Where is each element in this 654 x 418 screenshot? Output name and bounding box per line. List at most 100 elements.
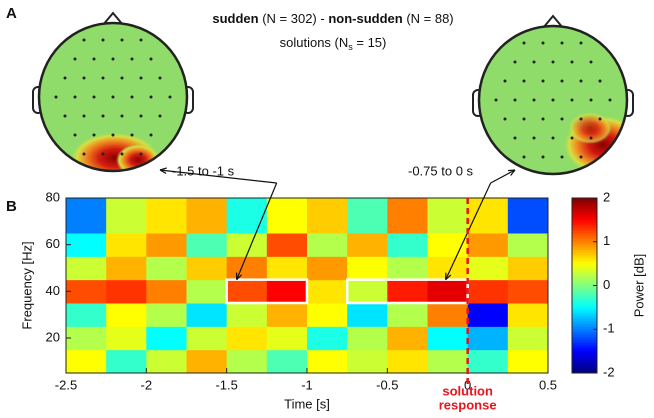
colorbar-step xyxy=(572,310,597,314)
electrode xyxy=(522,41,526,45)
electrode xyxy=(111,57,115,61)
electrode xyxy=(111,95,115,99)
colorbar-step xyxy=(572,351,597,355)
colorbar-step xyxy=(572,318,597,322)
electrode xyxy=(598,79,602,83)
heatmap-cell xyxy=(427,326,469,351)
colorbar-step xyxy=(572,323,597,328)
electrode xyxy=(149,133,153,137)
electrode xyxy=(111,133,115,137)
electrode xyxy=(120,76,124,80)
colorbar-step xyxy=(572,299,597,303)
heatmap-cell xyxy=(66,303,107,327)
arrow-head xyxy=(159,167,167,174)
x-tick-label: 0.5 xyxy=(539,377,557,392)
electrode xyxy=(101,76,105,80)
solution-label: solution xyxy=(442,383,493,398)
heatmap-cell xyxy=(66,279,107,304)
colorbar-step xyxy=(572,334,597,338)
colorbar-step xyxy=(572,198,597,202)
electrode xyxy=(551,60,555,64)
heatmap-cell xyxy=(347,256,388,281)
colorbar-step xyxy=(572,304,597,308)
heatmap-cell xyxy=(226,233,268,257)
heatmap-cell xyxy=(467,198,509,234)
electrode xyxy=(541,117,545,121)
electrode xyxy=(82,114,86,118)
electrode xyxy=(513,98,517,102)
heatmap-cell xyxy=(106,303,147,327)
heatmap-cell xyxy=(186,279,228,304)
colorbar-step xyxy=(572,329,597,333)
heatmap-cell xyxy=(507,256,549,281)
colorbar-step xyxy=(572,340,597,344)
heatmap-cell xyxy=(266,233,308,257)
heatmap-cell xyxy=(347,326,388,351)
electrode xyxy=(522,117,526,121)
heatmap-cell xyxy=(307,349,348,374)
heatmap-cell xyxy=(186,256,228,281)
electrode xyxy=(551,98,555,102)
subtitle-part: = 15) xyxy=(353,35,387,50)
heatmap-cell xyxy=(106,198,147,234)
electrode xyxy=(130,133,134,137)
electrode xyxy=(541,155,545,159)
colorbar-step xyxy=(572,206,597,210)
colorbar-step xyxy=(572,214,597,218)
colorbar-step xyxy=(572,342,597,347)
arrow-head xyxy=(445,272,452,281)
x-tick-label: -1 xyxy=(301,377,313,392)
electrode xyxy=(579,79,583,83)
colorbar-step xyxy=(572,236,597,240)
electrode xyxy=(73,133,77,137)
heatmap-cell xyxy=(186,303,228,327)
colorbar-step xyxy=(572,296,597,300)
electrode xyxy=(579,117,583,121)
electrode xyxy=(63,76,67,80)
heatmap-cell xyxy=(387,326,428,351)
colorbar-step xyxy=(572,280,597,284)
heatmap-cell xyxy=(186,233,228,257)
y-tick-label: 80 xyxy=(46,189,60,204)
colorbar-step xyxy=(572,312,597,317)
electrode xyxy=(494,98,498,102)
heatmap-cell xyxy=(347,303,388,327)
electrode xyxy=(541,79,545,83)
heatmap-cell xyxy=(307,326,348,351)
electrode xyxy=(560,155,564,159)
topomap-right xyxy=(472,14,634,176)
panel-label: B xyxy=(6,198,17,215)
electrode xyxy=(92,133,96,137)
electrode xyxy=(522,79,526,83)
heatmap-cell xyxy=(146,279,187,304)
heatmap-cell xyxy=(226,349,268,374)
electrode xyxy=(589,136,593,140)
colorbar-step xyxy=(572,203,597,207)
electrode xyxy=(92,57,96,61)
heatmap-cell xyxy=(427,256,469,281)
electrode xyxy=(560,79,564,83)
colorbar-step xyxy=(572,230,597,235)
electrode xyxy=(101,38,105,42)
heatmap-cell xyxy=(146,233,187,257)
colorbar-tick-label: -1 xyxy=(603,321,615,336)
electrode xyxy=(54,95,58,99)
colorbar-step xyxy=(572,271,597,276)
colorbar-label: Power [dB] xyxy=(631,254,646,318)
heatmap-cell xyxy=(347,233,388,257)
heatmap-cell xyxy=(507,198,549,234)
colorbar-step xyxy=(572,290,597,295)
arrow-head xyxy=(507,169,516,176)
electrode xyxy=(551,136,555,140)
heatmap-cell xyxy=(106,256,147,281)
colorbar-step xyxy=(572,353,597,358)
colorbar-tick-label: 0 xyxy=(603,277,610,292)
heatmap-cell xyxy=(307,279,348,304)
colorbar-step xyxy=(572,367,597,371)
panel-label: A xyxy=(6,5,17,22)
x-tick-label: -0.5 xyxy=(376,377,398,392)
colorbar-tick-label: 1 xyxy=(603,233,610,248)
title-part: non-sudden xyxy=(328,11,402,26)
heatmap-cell xyxy=(387,303,428,327)
heatmap-cell xyxy=(66,256,107,281)
